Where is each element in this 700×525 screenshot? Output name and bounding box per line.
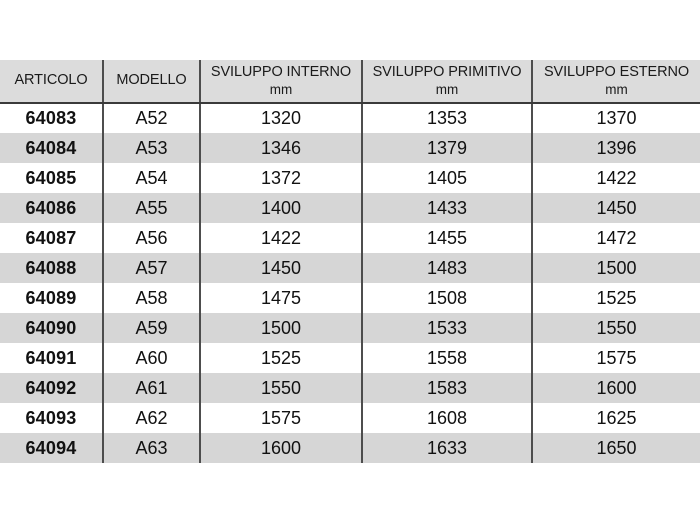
column-header-articolo[interactable]: ARTICOLO: [0, 60, 104, 105]
column-header-modello[interactable]: MODELLO: [103, 60, 201, 105]
cell-esterno: 1600: [596, 377, 637, 398]
cell-esterno: 1500: [596, 257, 637, 278]
cell-interno: 1475: [200, 283, 363, 314]
cell-interno: 1550: [200, 373, 363, 404]
column-header-label: SVILUPPO INTERNO: [210, 64, 352, 80]
cell-esterno: 1575: [596, 347, 637, 368]
cell-interno: 1575: [200, 403, 363, 434]
cell-articolo: 64094: [0, 433, 104, 464]
cell-modello: A53: [103, 133, 201, 164]
cell-primitivo: 1508: [362, 283, 533, 314]
table-row[interactable]: 64084 A53 1346 1379 1396: [0, 133, 700, 164]
cell-interno: 1450: [200, 253, 363, 284]
cell-articolo: 64091: [0, 343, 104, 374]
cell-primitivo: 1583: [362, 373, 533, 404]
table-row[interactable]: 64086 A55 1400 1433 1450: [0, 193, 700, 224]
column-header-label: ARTICOLO: [14, 72, 88, 89]
column-header-label: MODELLO: [116, 72, 187, 89]
cell-modello: A52: [103, 103, 201, 134]
cell-esterno: 1396: [596, 137, 637, 158]
cell-primitivo: 1405: [362, 163, 533, 194]
table-row[interactable]: 64092 A61 1550 1583 1600: [0, 373, 700, 404]
cell-modello: A63: [103, 433, 201, 464]
table-row[interactable]: 64090 A59 1500 1533 1550: [0, 313, 700, 344]
column-header-unit: mm: [605, 81, 628, 97]
column-header-esterno[interactable]: SVILUPPO ESTERNO mm: [532, 60, 700, 105]
column-header-label: SVILUPPO ESTERNO: [543, 64, 690, 80]
table-row[interactable]: 64085 A54 1372 1405 1422: [0, 163, 700, 194]
cell-articolo: 64092: [0, 373, 104, 404]
cell-primitivo: 1455: [362, 223, 533, 254]
table-body: 64083 A52 1320 1353 1370 64084 A53 1346 1379 1396…: [0, 103, 700, 464]
cell-interno: 1400: [200, 193, 363, 224]
cell-modello: A58: [103, 283, 201, 314]
cell-articolo: 64089: [0, 283, 104, 314]
cell-modello: A60: [103, 343, 201, 374]
table-row[interactable]: 64089 A58 1475 1508 1525: [0, 283, 700, 314]
cell-interno: 1422: [200, 223, 363, 254]
cell-esterno: 1525: [596, 287, 637, 308]
cell-interno: 1525: [200, 343, 363, 374]
table-row[interactable]: 64093 A62 1575 1608 1625: [0, 403, 700, 434]
cell-primitivo: 1353: [362, 103, 533, 134]
cell-primitivo: 1633: [362, 433, 533, 464]
cell-articolo: 64085: [0, 163, 104, 194]
table-row[interactable]: 64083 A52 1320 1353 1370: [0, 103, 700, 134]
column-header-primitivo[interactable]: SVILUPPO PRIMITIVO mm: [362, 60, 533, 105]
table-row[interactable]: 64094 A63 1600 1633 1650: [0, 433, 700, 464]
cell-esterno: 1450: [596, 197, 637, 218]
cell-articolo: 64090: [0, 313, 104, 344]
specifications-table: ARTICOLO MODELLO SVILUPPO INTERNO mm SVILUPP…: [0, 60, 700, 464]
cell-modello: A55: [103, 193, 201, 224]
cell-modello: A57: [103, 253, 201, 284]
table-row[interactable]: 64087 A56 1422 1455 1472: [0, 223, 700, 254]
cell-modello: A61: [103, 373, 201, 404]
cell-primitivo: 1379: [362, 133, 533, 164]
cell-articolo: 64084: [0, 133, 104, 164]
cell-articolo: 64086: [0, 193, 104, 224]
spec-table-container: ARTICOLO MODELLO SVILUPPO INTERNO mm SVILUPP…: [0, 60, 700, 464]
table-header-row: ARTICOLO MODELLO SVILUPPO INTERNO mm SVILUPP…: [0, 60, 700, 105]
cell-esterno: 1625: [596, 407, 637, 428]
cell-esterno: 1422: [596, 167, 637, 188]
cell-interno: 1320: [200, 103, 363, 134]
cell-primitivo: 1433: [362, 193, 533, 224]
cell-interno: 1500: [200, 313, 363, 344]
cell-modello: A54: [103, 163, 201, 194]
cell-esterno: 1472: [596, 227, 637, 248]
column-header-unit: mm: [435, 81, 459, 97]
cell-modello: A59: [103, 313, 201, 344]
cell-articolo: 64088: [0, 253, 104, 284]
cell-primitivo: 1558: [362, 343, 533, 374]
cell-interno: 1600: [200, 433, 363, 464]
table-header: ARTICOLO MODELLO SVILUPPO INTERNO mm SVILUPP…: [0, 60, 700, 105]
cell-modello: A62: [103, 403, 201, 434]
cell-interno: 1346: [200, 133, 363, 164]
cell-esterno: 1550: [596, 317, 637, 338]
cell-esterno: 1650: [596, 437, 637, 458]
column-header-label: SVILUPPO PRIMITIVO: [372, 64, 522, 80]
cell-interno: 1372: [200, 163, 363, 194]
cell-modello: A56: [103, 223, 201, 254]
cell-articolo: 64093: [0, 403, 104, 434]
cell-articolo: 64087: [0, 223, 104, 254]
table-row[interactable]: 64088 A57 1450 1483 1500: [0, 253, 700, 284]
cell-primitivo: 1483: [362, 253, 533, 284]
cell-esterno: 1370: [596, 108, 637, 129]
column-header-interno[interactable]: SVILUPPO INTERNO mm: [200, 60, 363, 105]
cell-primitivo: 1533: [362, 313, 533, 344]
column-header-unit: mm: [269, 81, 293, 97]
table-row[interactable]: 64091 A60 1525 1558 1575: [0, 343, 700, 374]
cell-primitivo: 1608: [362, 403, 533, 434]
cell-articolo: 64083: [0, 103, 104, 134]
